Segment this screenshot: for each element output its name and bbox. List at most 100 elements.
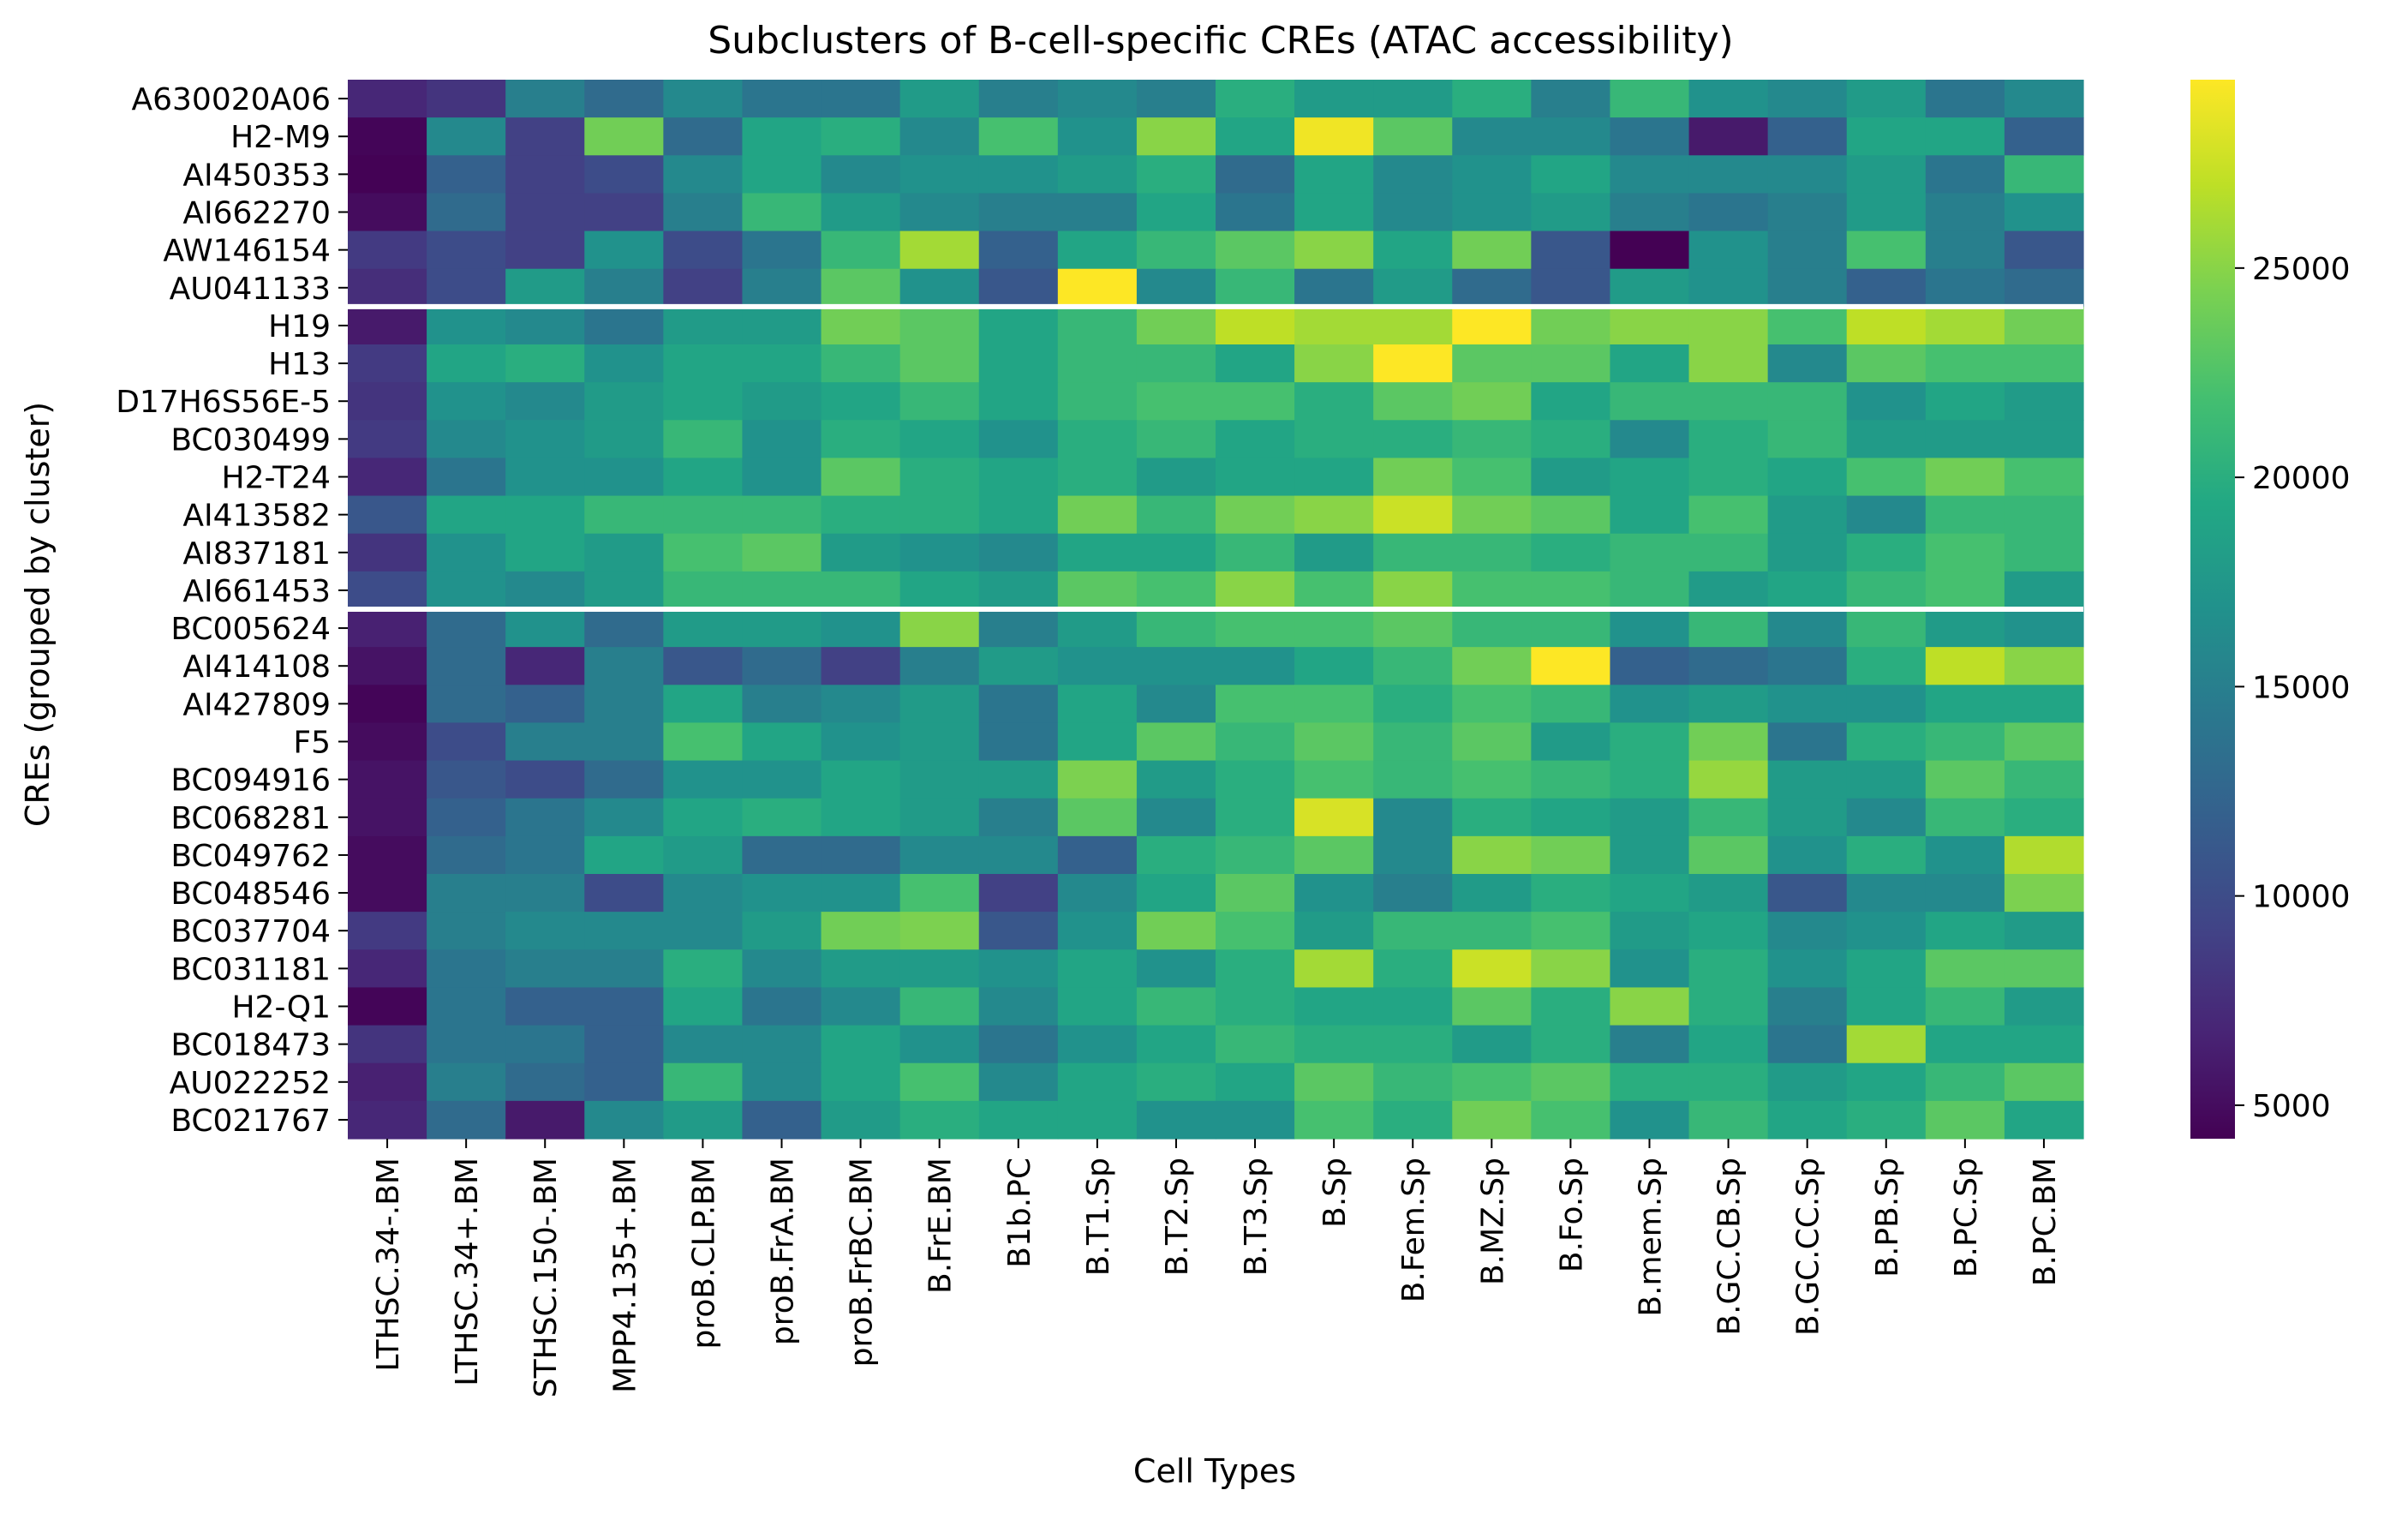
- heatmap-cell: [505, 571, 585, 610]
- heatmap-cell: [348, 306, 427, 345]
- column-label: B.FrE.BM: [923, 1158, 959, 1294]
- heatmap-cell: [1136, 344, 1216, 383]
- heatmap-cell: [2004, 949, 2084, 989]
- column-label: B.T2.Sp: [1160, 1158, 1195, 1276]
- heatmap-cell: [505, 306, 585, 345]
- heatmap-cell: [427, 382, 506, 421]
- heatmap-cell: [663, 344, 744, 383]
- heatmap-cell: [1373, 798, 1453, 837]
- heatmap-cell: [427, 268, 506, 308]
- heatmap-cell: [978, 571, 1059, 610]
- heatmap-cell: [505, 647, 585, 685]
- heatmap-cell: [1846, 685, 1927, 724]
- heatmap-cell: [427, 306, 506, 345]
- heatmap-cell: [663, 268, 744, 308]
- heatmap-cell: [1531, 306, 1611, 345]
- heatmap-cell: [1294, 306, 1374, 345]
- heatmap-cell: [2004, 912, 2084, 950]
- row-labels: A630020A06H2-M9AI450353AI662270AW146154A…: [116, 82, 348, 1139]
- heatmap-cell: [742, 420, 822, 459]
- heatmap-cell: [1767, 495, 1848, 535]
- heatmap-cell: [1925, 685, 2005, 724]
- heatmap-cell: [1688, 306, 1769, 345]
- heatmap-cell: [1216, 155, 1295, 194]
- heatmap-cell: [1846, 987, 1927, 1026]
- heatmap-cell: [663, 722, 744, 762]
- heatmap-cell: [2004, 685, 2084, 724]
- heatmap-cell: [2004, 495, 2084, 535]
- colorbar-tick-label: 10000: [2252, 880, 2351, 915]
- heatmap-cell: [1846, 268, 1927, 308]
- heatmap-cell: [978, 382, 1059, 421]
- heatmap-cell: [1057, 344, 1138, 383]
- heatmap-cell: [1057, 760, 1138, 799]
- heatmap-cell: [742, 193, 822, 232]
- heatmap-cell: [899, 533, 980, 572]
- heatmap-cell: [1925, 230, 2005, 270]
- heatmap-cell: [1688, 760, 1769, 799]
- column-label: proB.FrA.BM: [766, 1158, 801, 1345]
- heatmap-cell: [1216, 268, 1295, 308]
- heatmap-cell: [348, 458, 427, 497]
- heatmap-cell: [584, 798, 664, 837]
- colorbar-ticks: 5000 10000 15000 20000 25000: [2235, 252, 2351, 1124]
- heatmap-cell: [505, 420, 585, 459]
- heatmap-cell: [663, 1062, 744, 1102]
- heatmap-cell: [821, 268, 901, 308]
- column-label: B.Sp: [1318, 1158, 1353, 1228]
- heatmap-cell: [1767, 1100, 1848, 1140]
- heatmap-cell: [899, 155, 980, 194]
- heatmap-cell: [1846, 193, 1927, 232]
- heatmap-cell: [1294, 117, 1374, 156]
- heatmap-cell: [821, 912, 901, 950]
- heatmap-cell: [663, 230, 744, 270]
- heatmap-cell: [742, 949, 822, 989]
- heatmap-cell: [1136, 1025, 1216, 1064]
- heatmap-cell: [1846, 230, 1927, 270]
- heatmap-cell: [427, 571, 506, 610]
- column-label: B.T3.Sp: [1239, 1158, 1274, 1276]
- heatmap-cell: [1846, 798, 1927, 837]
- heatmap-cell: [1452, 382, 1532, 421]
- heatmap-cell: [1610, 155, 1690, 194]
- colorbar-tick-label: 15000: [2252, 670, 2351, 705]
- heatmap-cell: [1216, 609, 1295, 648]
- heatmap-cell: [1925, 798, 2005, 837]
- heatmap-cell: [1767, 80, 1848, 118]
- heatmap-cell: [742, 155, 822, 194]
- heatmap-cell: [348, 344, 427, 383]
- heatmap-cell: [1452, 458, 1532, 497]
- heatmap-cell: [1846, 647, 1927, 685]
- heatmap-cell: [1767, 155, 1848, 194]
- heatmap-cell: [1136, 798, 1216, 837]
- heatmap-cell: [978, 949, 1059, 989]
- heatmap-cell: [584, 117, 664, 156]
- heatmap-cell: [821, 1025, 901, 1064]
- heatmap-cell: [1531, 912, 1611, 950]
- heatmap-cell: [1767, 874, 1848, 913]
- heatmap-cell: [978, 835, 1059, 875]
- heatmap-cell: [899, 987, 980, 1026]
- heatmap-cell: [1846, 458, 1927, 497]
- heatmap-cell: [1846, 722, 1927, 762]
- heatmap-cell: [1373, 230, 1453, 270]
- heatmap-cell: [427, 1025, 506, 1064]
- heatmap-cell: [584, 306, 664, 345]
- heatmap-cell: [1610, 495, 1690, 535]
- heatmap-cell: [1057, 155, 1138, 194]
- heatmap-cell: [1925, 874, 2005, 913]
- heatmap-cell: [663, 495, 744, 535]
- heatmap-cell: [978, 533, 1059, 572]
- heatmap-cell: [663, 987, 744, 1026]
- heatmap-cell: [427, 1062, 506, 1102]
- heatmap-cell: [742, 874, 822, 913]
- heatmap-cell: [1216, 533, 1295, 572]
- heatmap-cell: [1216, 117, 1295, 156]
- heatmap-cell: [1294, 155, 1374, 194]
- heatmap-cell: [899, 798, 980, 837]
- heatmap-cell: [899, 458, 980, 497]
- heatmap-cell: [821, 117, 901, 156]
- heatmap-cell: [742, 495, 822, 535]
- heatmap-cell: [1767, 1025, 1848, 1064]
- heatmap-cell: [1610, 193, 1690, 232]
